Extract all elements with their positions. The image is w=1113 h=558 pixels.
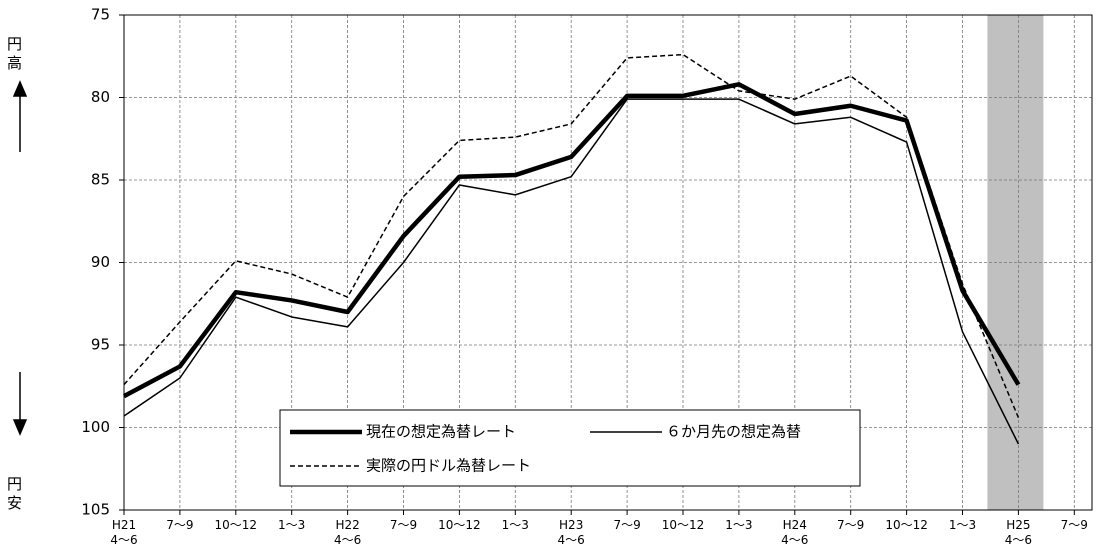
x-tick-label: 1～3 <box>725 518 753 532</box>
x-tick-label: 7～9 <box>1060 518 1088 532</box>
x-tick-label: 7～9 <box>837 518 865 532</box>
y-tick-label: 85 <box>91 171 110 189</box>
x-tick-label: 7～9 <box>613 518 641 532</box>
legend-label: 実際の円ドル為替レート <box>366 457 531 475</box>
x-tick-label: 1～3 <box>501 518 529 532</box>
x-tick-label: 10～12 <box>885 518 928 532</box>
arrow-up <box>12 80 28 152</box>
series-line <box>122 82 1021 399</box>
x-tick-label: H21 4～6 <box>110 518 138 547</box>
x-tick-label: H23 4～6 <box>557 518 585 547</box>
legend-box <box>279 409 861 487</box>
y-tick-label: 80 <box>91 88 110 106</box>
x-tick-label: H24 4～6 <box>781 518 809 547</box>
y-tick-label: 100 <box>81 418 110 436</box>
x-tick-label: 1～3 <box>948 518 977 532</box>
series-line <box>123 98 1020 445</box>
y-bottom-label: 円安 <box>5 476 23 514</box>
arrow-down <box>12 372 28 436</box>
legend-label: ６か月先の想定為替 <box>666 423 801 441</box>
y-tick-label: 90 <box>91 253 110 271</box>
y-tick-label: 75 <box>91 6 110 24</box>
y-tick-label: 95 <box>91 336 110 354</box>
x-tick-label: H22 4～6 <box>333 518 362 547</box>
x-tick-label: 10～12 <box>438 518 481 532</box>
y-top-label: 円高 <box>5 36 23 74</box>
legend-label: 現在の想定為替レート <box>366 423 516 441</box>
plot-frame <box>123 14 1093 511</box>
x-tick-label: 1～3 <box>278 518 306 532</box>
x-tick-label: 10～12 <box>661 518 705 532</box>
x-tick-label: H25 4～6 <box>1004 518 1033 547</box>
x-tick-label: 7～9 <box>389 518 418 532</box>
series-line <box>123 53 1020 418</box>
x-tick-label: 10～12 <box>214 518 258 532</box>
x-tick-label: 7～9 <box>166 518 194 532</box>
y-tick-label: 105 <box>81 501 110 519</box>
